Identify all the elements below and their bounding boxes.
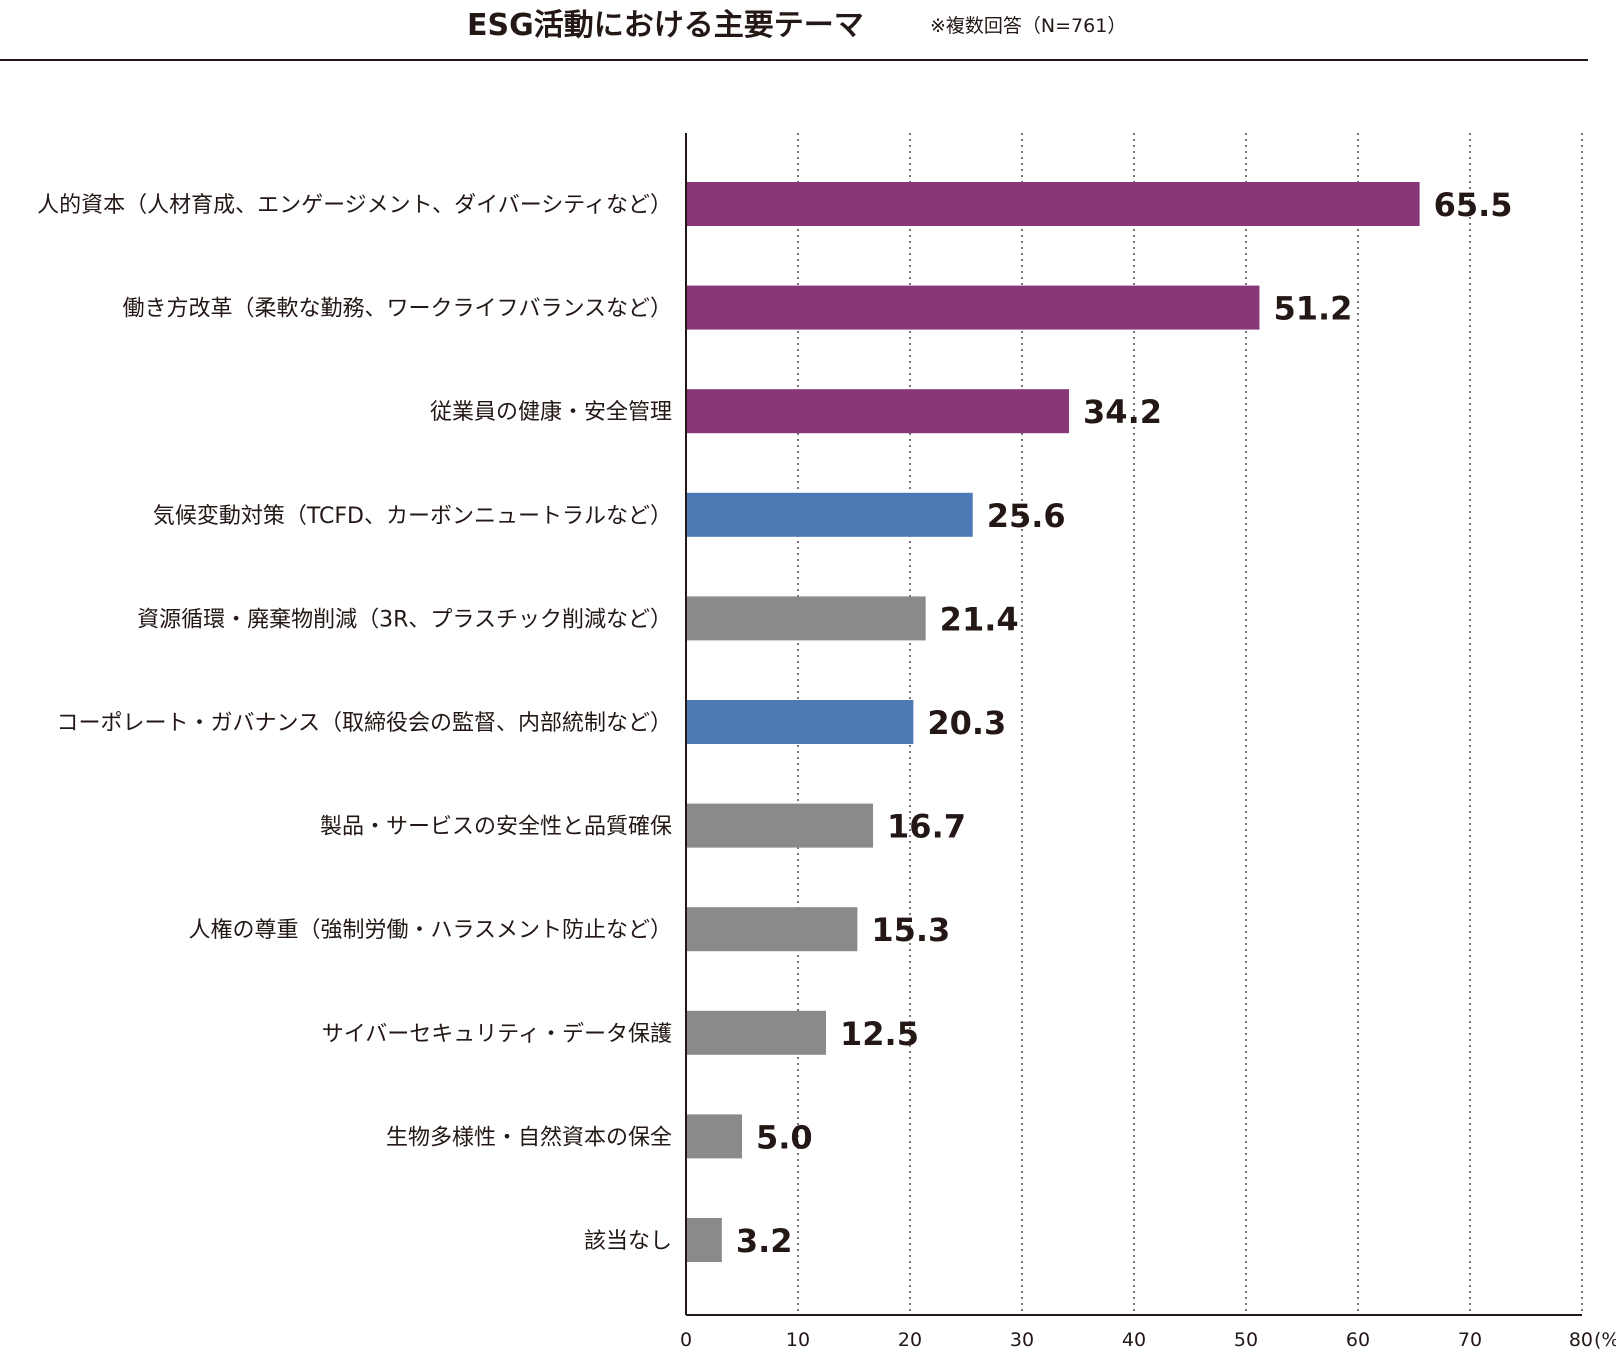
x-tick-label: 70 (1458, 1329, 1482, 1350)
bar (687, 1114, 742, 1159)
category-label: 資源循環・廃棄物削減（3R、プラスチック削減など） (137, 607, 672, 632)
bar-value-label: 65.5 (1434, 186, 1513, 224)
x-tick-label: 50 (1234, 1329, 1258, 1350)
bar-value-label: 34.2 (1083, 393, 1162, 431)
bar-value-label: 51.2 (1273, 290, 1352, 328)
bar-value-label: 12.5 (840, 1015, 919, 1053)
x-tick-label: 40 (1122, 1329, 1146, 1350)
title-divider (0, 59, 1588, 61)
x-tick-label: 80 (1569, 1329, 1593, 1350)
bar (687, 1010, 826, 1055)
category-label: 製品・サービスの安全性と品質確保 (320, 815, 672, 840)
bar (687, 1218, 722, 1262)
bar-value-label: 20.3 (927, 704, 1006, 742)
x-unit-label: (%) (1594, 1329, 1616, 1350)
bar (687, 285, 1260, 330)
category-label: 従業員の健康・安全管理 (430, 400, 672, 425)
bar (687, 803, 874, 848)
x-tick-label: 10 (786, 1329, 810, 1350)
bar-value-label: 16.7 (887, 808, 966, 846)
category-label: 該当なし (584, 1229, 672, 1254)
x-tick-label: 60 (1346, 1329, 1370, 1350)
x-tick-label: 30 (1010, 1329, 1034, 1350)
bar (687, 700, 914, 744)
bar (687, 596, 926, 641)
category-label: 気候変動対策（TCFD、カーボンニュートラルなど） (153, 504, 672, 529)
category-label: 働き方改革（柔軟な勤務、ワークライフバランスなど） (122, 297, 672, 322)
bar (687, 907, 858, 952)
x-tick-label: 0 (680, 1329, 692, 1350)
chart-title: ESG活動における主要テーマ (467, 8, 864, 43)
bar-value-label: 25.6 (987, 497, 1066, 535)
bar-value-label: 15.3 (871, 911, 950, 949)
bar-value-label: 5.0 (756, 1118, 813, 1156)
category-label: 生物多様性・自然資本の保全 (386, 1125, 672, 1150)
chart-note: ※複数回答（N=761） (930, 15, 1127, 37)
bar-value-label: 3.2 (736, 1222, 793, 1260)
category-label: 人的資本（人材育成、エンゲージメント、ダイバーシティなど） (37, 193, 672, 218)
bar-value-label: 21.4 (940, 600, 1019, 638)
x-tick-label: 20 (898, 1329, 922, 1350)
category-label: コーポレート・ガバナンス（取締役会の監督、内部統制など） (56, 711, 672, 736)
bar (687, 182, 1420, 226)
bar (687, 492, 973, 537)
category-label: 人権の尊重（強制労働・ハラスメント防止など） (188, 918, 672, 943)
bar (687, 389, 1070, 434)
category-label: サイバーセキュリティ・データ保護 (322, 1022, 672, 1047)
